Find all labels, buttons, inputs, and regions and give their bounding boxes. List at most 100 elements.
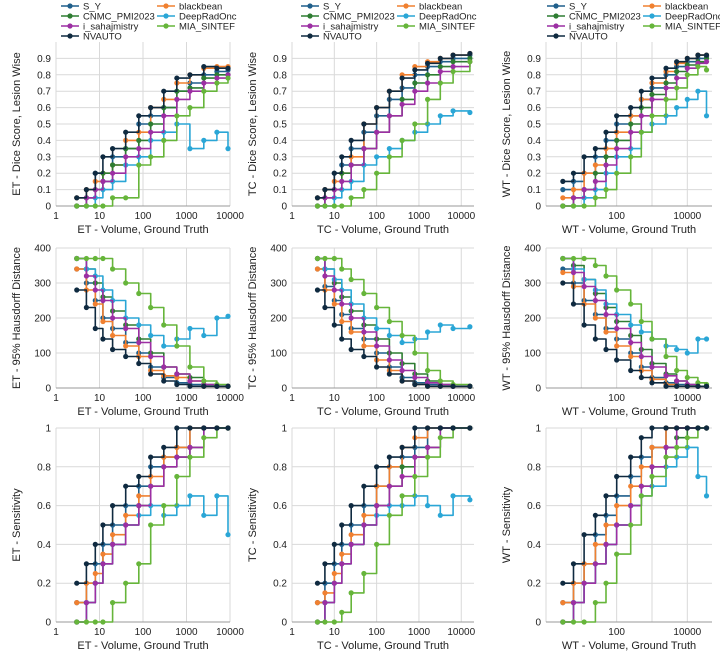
- legend-entry-label: i_sahajmistry: [83, 22, 139, 33]
- y-tick-label: 0.6: [273, 501, 287, 512]
- data-point-DeepRadOnc: [450, 493, 456, 499]
- data-point-NVAUTO: [322, 561, 328, 567]
- legend-swatch-marker: [307, 33, 313, 39]
- legend-entry-label: blackbean: [419, 2, 462, 13]
- data-point-NVAUTO: [628, 367, 634, 374]
- x-axis-label: WT - Volume, Ground Truth: [562, 640, 696, 651]
- data-point-MIA_SINTEF: [592, 195, 598, 201]
- x-tick-label: 10: [329, 393, 341, 404]
- data-point-i_sahajmistry: [412, 454, 418, 460]
- y-tick-label: 0: [45, 384, 51, 395]
- data-point-DeepRadOnc: [437, 113, 443, 119]
- data-point-MIA_SINTEF: [92, 255, 98, 262]
- data-point-NVAUTO: [450, 52, 456, 58]
- data-point-i_sahajmistry: [424, 80, 431, 86]
- data-point-i_sahajmistry: [136, 339, 142, 346]
- data-point-i_sahajmistry: [603, 162, 609, 168]
- series-line-i_sahajmistry: [562, 427, 707, 623]
- data-point-MIA_SINTEF: [361, 187, 367, 193]
- data-point-NVAUTO: [386, 88, 392, 94]
- chart-panel-7: 0 0.2 0.4 0.6 0.8 1 1 10 100 1000 10000 TC - Volume…: [247, 424, 476, 653]
- y-tick-label: 0.6: [37, 501, 51, 512]
- series-line-S_Y: [317, 55, 471, 199]
- data-point-i_sahajmistry: [649, 364, 655, 370]
- data-point-MIA_SINTEF: [386, 512, 392, 518]
- data-point-NVAUTO: [100, 522, 106, 528]
- data-point-i_sahajmistry: [109, 541, 116, 548]
- data-point-DeepRadOnc: [695, 336, 701, 342]
- data-point-NVAUTO: [695, 383, 701, 389]
- data-point-MIA_SINTEF: [322, 255, 328, 262]
- data-point-MIA_SINTEF: [603, 580, 609, 586]
- legend-swatch-marker: [403, 13, 409, 19]
- data-point-NVAUTO: [703, 52, 710, 58]
- data-point-NVAUTO: [92, 325, 98, 332]
- series-line-NVAUTO: [562, 427, 707, 584]
- data-point-MIA_SINTEF: [437, 80, 443, 86]
- data-point-NVAUTO: [331, 322, 337, 328]
- data-point-DeepRadOnc: [467, 324, 473, 330]
- data-point-blackbean: [614, 503, 620, 509]
- legend-swatch-marker: [553, 3, 559, 9]
- data-point-i_sahajmistry: [703, 59, 710, 65]
- legend: S_Y blackbean CNMC_PMI2023 DeepRadOnc i_saha…: [547, 2, 720, 43]
- y-tick-label: 1: [281, 424, 287, 435]
- data-point-DeepRadOnc: [201, 512, 207, 518]
- data-point-blackbean: [570, 187, 577, 193]
- data-point-NVAUTO: [592, 336, 598, 342]
- x-tick-label: 10000: [447, 393, 475, 404]
- data-point-i_sahajmistry: [174, 454, 180, 460]
- data-point-NVAUTO: [614, 473, 620, 480]
- y-axis-label: WT - Dice Score, Lesion Wise: [501, 51, 513, 198]
- data-point-NVAUTO: [592, 512, 598, 518]
- data-point-i_sahajmistry: [148, 353, 154, 360]
- data-point-MIA_SINTEF: [592, 600, 598, 606]
- data-point-MIA_SINTEF: [570, 619, 577, 625]
- data-point-NVAUTO: [581, 532, 587, 538]
- data-point-NVAUTO: [674, 59, 680, 65]
- data-point-i_sahajmistry: [201, 80, 207, 86]
- data-point-MIA_SINTEF: [628, 522, 634, 528]
- legend: S_Y blackbean CNMC_PMI2023 DeepRadOnc i_saha…: [301, 2, 477, 43]
- data-point-NVAUTO: [331, 170, 337, 176]
- data-point-i_sahajmistry: [614, 146, 620, 152]
- data-point-blackbean: [92, 301, 98, 307]
- data-point-CNMC_PMI2023: [399, 464, 405, 470]
- data-point-NVAUTO: [109, 346, 116, 353]
- x-tick-label: 1: [53, 211, 59, 222]
- data-point-MIA_SINTEF: [123, 580, 129, 586]
- data-point-NVAUTO: [399, 444, 405, 450]
- data-point-MIA_SINTEF: [361, 570, 367, 577]
- series-line-CNMC_PMI2023: [317, 58, 471, 207]
- data-point-DeepRadOnc: [201, 332, 207, 339]
- data-point-MIA_SINTEF: [614, 170, 620, 176]
- data-point-i_sahajmistry: [603, 311, 609, 318]
- data-point-DeepRadOnc: [684, 96, 690, 102]
- legend-entry-label: DeepRadOnc: [419, 12, 477, 23]
- data-point-i_sahajmistry: [361, 329, 367, 335]
- data-point-i_sahajmistry: [399, 101, 405, 107]
- data-point-MIA_SINTEF: [109, 600, 116, 606]
- chart-panel-6: 0 0.2 0.4 0.6 0.8 1 1 10 100 1000 10000 ET - Volume…: [11, 424, 244, 653]
- data-point-MIA_SINTEF: [361, 290, 367, 297]
- data-point-i_sahajmistry: [386, 483, 392, 489]
- y-tick-label: 0.3: [273, 152, 287, 163]
- y-tick-label: 0.3: [37, 152, 51, 163]
- data-point-i_sahajmistry: [100, 561, 106, 567]
- data-point-MIA_SINTEF: [83, 619, 90, 625]
- data-point-blackbean: [614, 343, 620, 349]
- legend-entry-label: S_Y: [323, 2, 342, 13]
- data-point-NVAUTO: [361, 353, 367, 360]
- data-point-i_sahajmistry: [684, 65, 690, 71]
- data-point-S_Y: [560, 187, 566, 193]
- data-point-MIA_SINTEF: [136, 162, 142, 168]
- data-point-NVAUTO: [437, 425, 443, 431]
- data-point-i_sahajmistry: [628, 339, 634, 346]
- y-tick-label: 0.4: [273, 540, 287, 551]
- data-point-blackbean: [109, 532, 116, 538]
- x-tick-label: 10000: [673, 627, 701, 638]
- data-point-MIA_SINTEF: [322, 203, 328, 209]
- data-point-i_sahajmistry: [570, 269, 577, 276]
- data-point-i_sahajmistry: [581, 283, 587, 290]
- data-point-NVAUTO: [570, 301, 577, 307]
